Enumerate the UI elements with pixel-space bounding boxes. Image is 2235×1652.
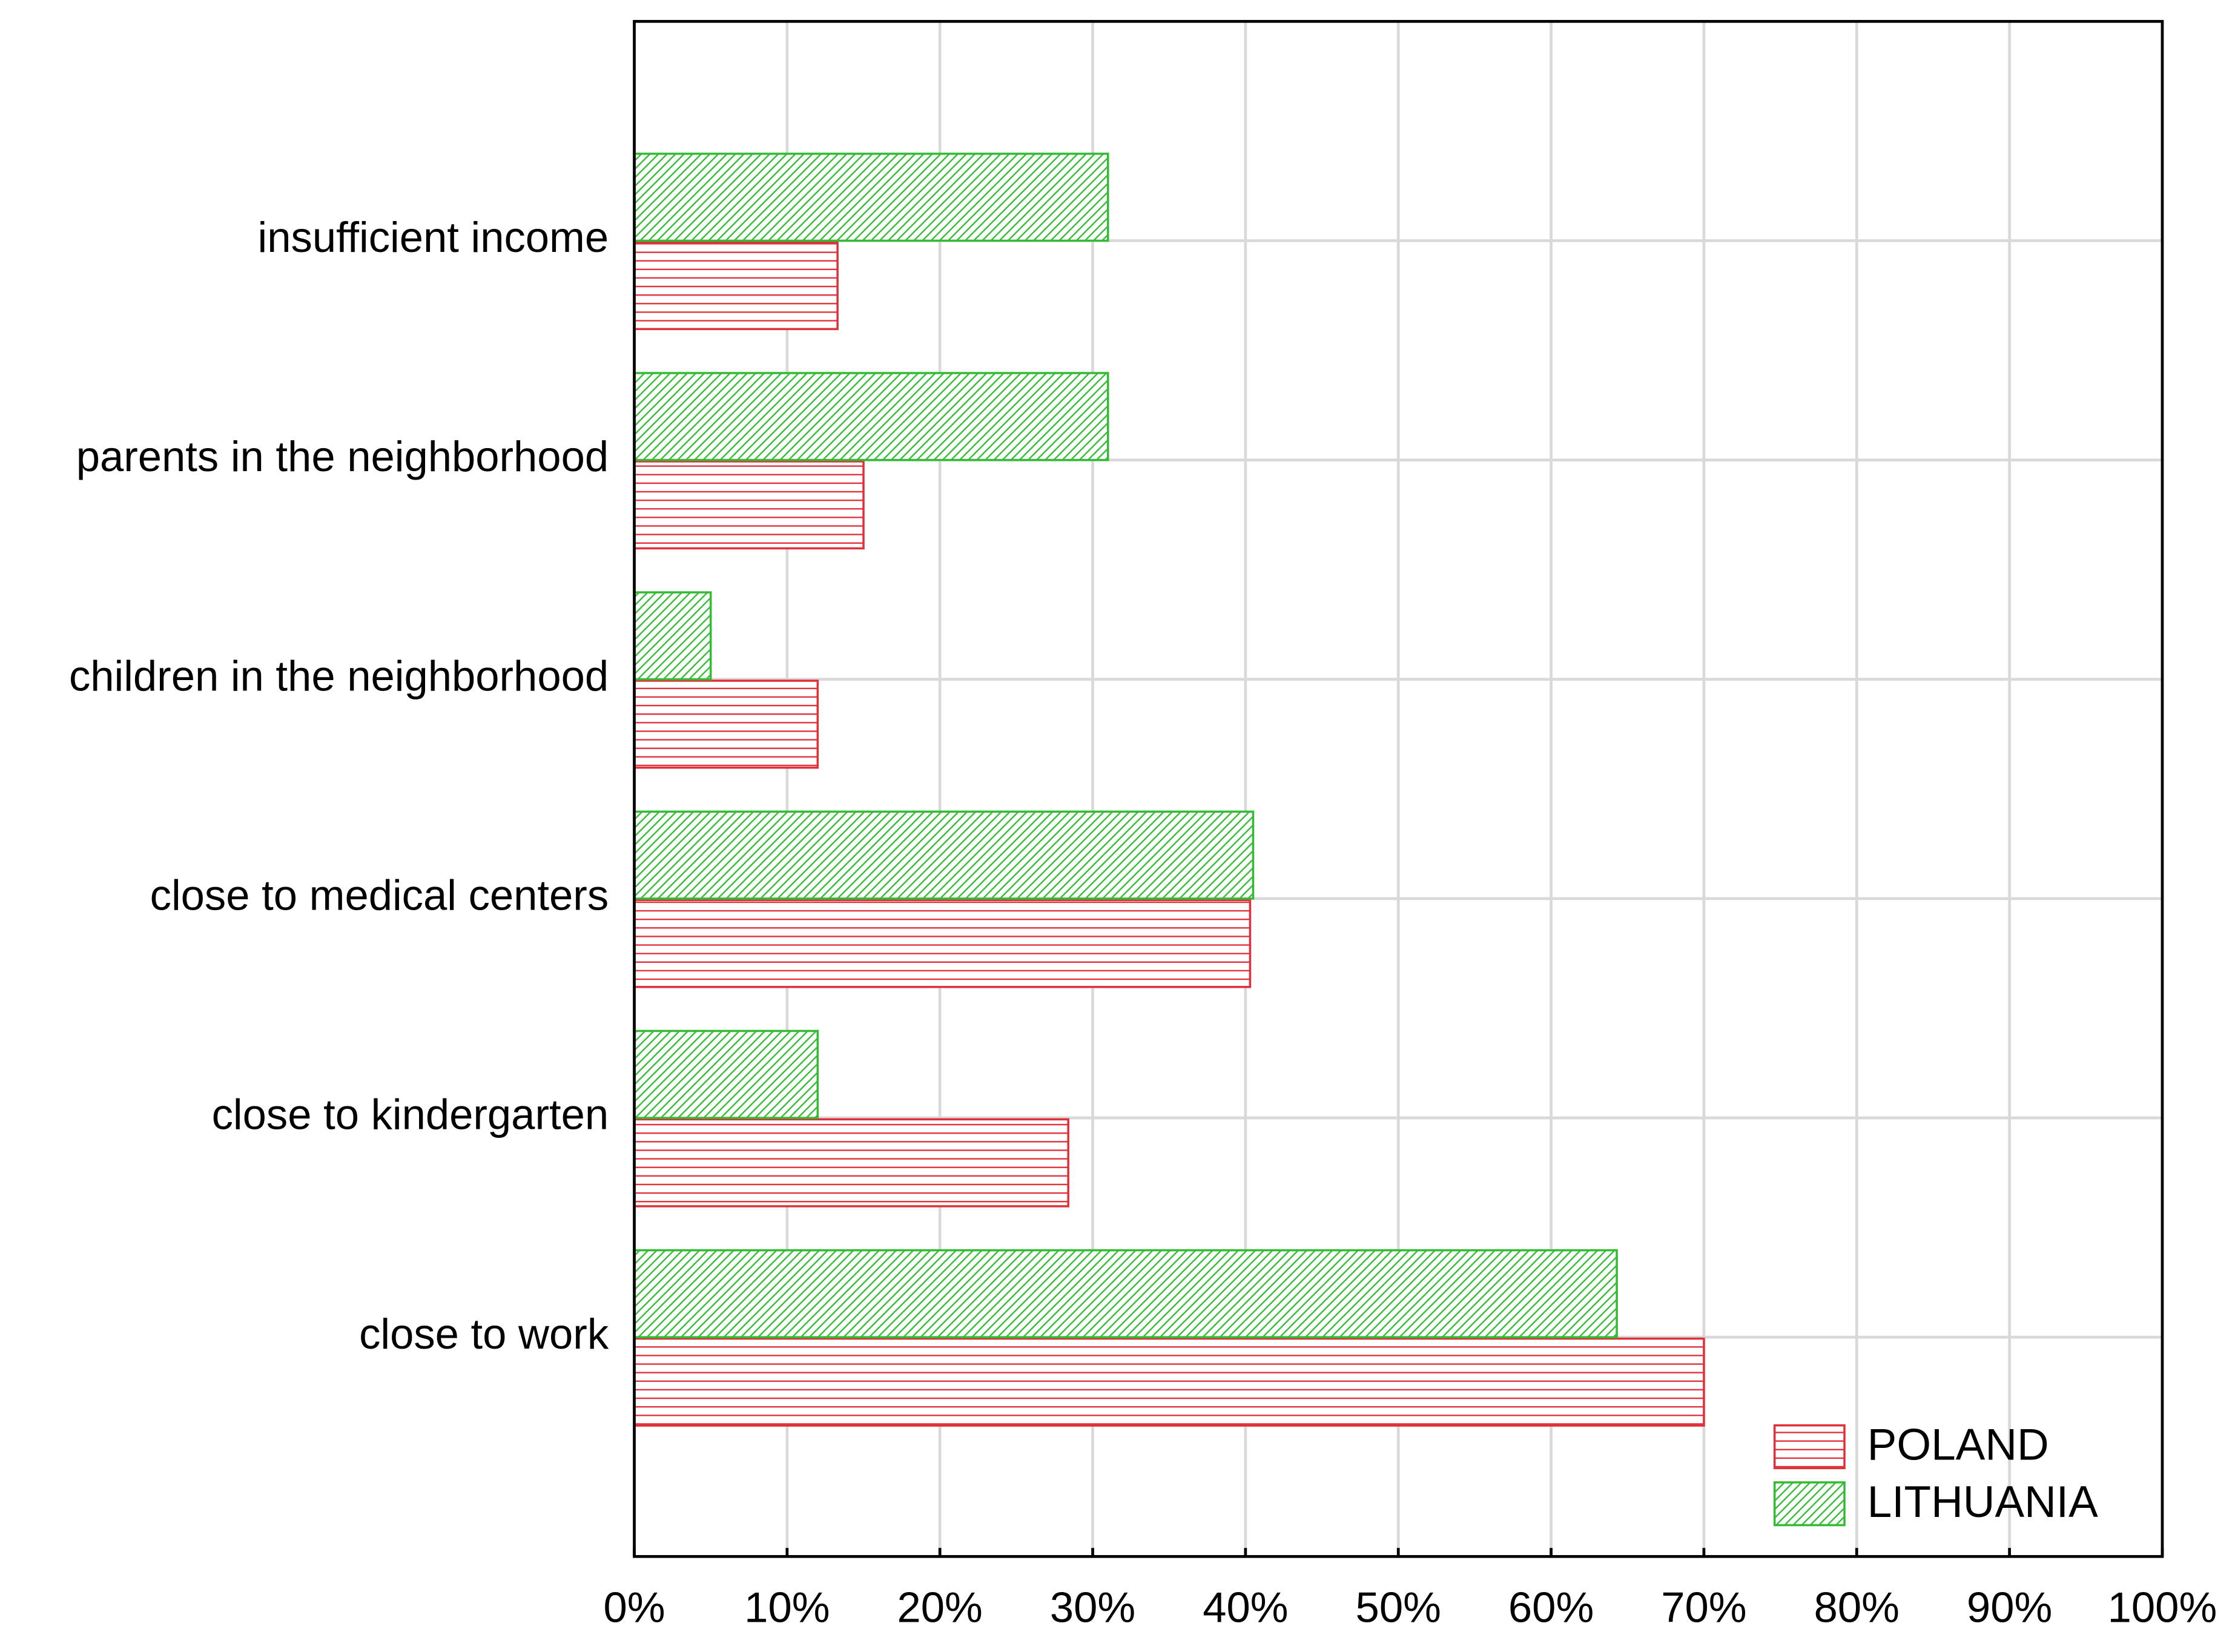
x-tick-label: 70% bbox=[1661, 1583, 1746, 1631]
bar bbox=[633, 679, 819, 769]
bar bbox=[633, 1118, 1069, 1208]
x-tick-label: 30% bbox=[1050, 1583, 1135, 1631]
y-tick-label: close to kindergarten bbox=[212, 1091, 609, 1138]
y-tick-label: insufficient income bbox=[258, 213, 609, 261]
y-tick-label: parents in the neighborhood bbox=[76, 432, 609, 480]
bar bbox=[633, 899, 1252, 988]
x-tick-label: 10% bbox=[744, 1583, 830, 1631]
x-tick-label: 90% bbox=[1967, 1583, 2052, 1631]
bar bbox=[633, 1249, 1618, 1338]
y-tick-label: children in the neighborhood bbox=[69, 652, 609, 699]
legend-label: POLAND bbox=[1867, 1421, 2049, 1470]
bar bbox=[633, 460, 865, 550]
legend-swatch bbox=[1773, 1424, 1846, 1470]
x-tick-label: 100% bbox=[2108, 1583, 2217, 1631]
bar bbox=[633, 1337, 1705, 1427]
y-tick-label: close to medical centers bbox=[150, 871, 609, 919]
plot-frame bbox=[633, 19, 2164, 1558]
x-tick-label: 60% bbox=[1508, 1583, 1594, 1631]
x-tick-label: 50% bbox=[1356, 1583, 1441, 1631]
bar bbox=[633, 591, 712, 681]
bar bbox=[633, 241, 839, 331]
y-tick-label: close to work bbox=[359, 1310, 609, 1358]
bar bbox=[633, 372, 1109, 461]
bar bbox=[633, 1029, 819, 1119]
x-tick-label: 40% bbox=[1203, 1583, 1288, 1631]
legend-label: LITHUANIA bbox=[1867, 1478, 2098, 1527]
x-tick-label: 20% bbox=[897, 1583, 983, 1631]
bar bbox=[633, 153, 1109, 242]
bar bbox=[633, 810, 1255, 900]
legend-swatch bbox=[1773, 1481, 1846, 1527]
x-tick-label: 0% bbox=[603, 1583, 665, 1631]
x-tick-label: 80% bbox=[1814, 1583, 1900, 1631]
